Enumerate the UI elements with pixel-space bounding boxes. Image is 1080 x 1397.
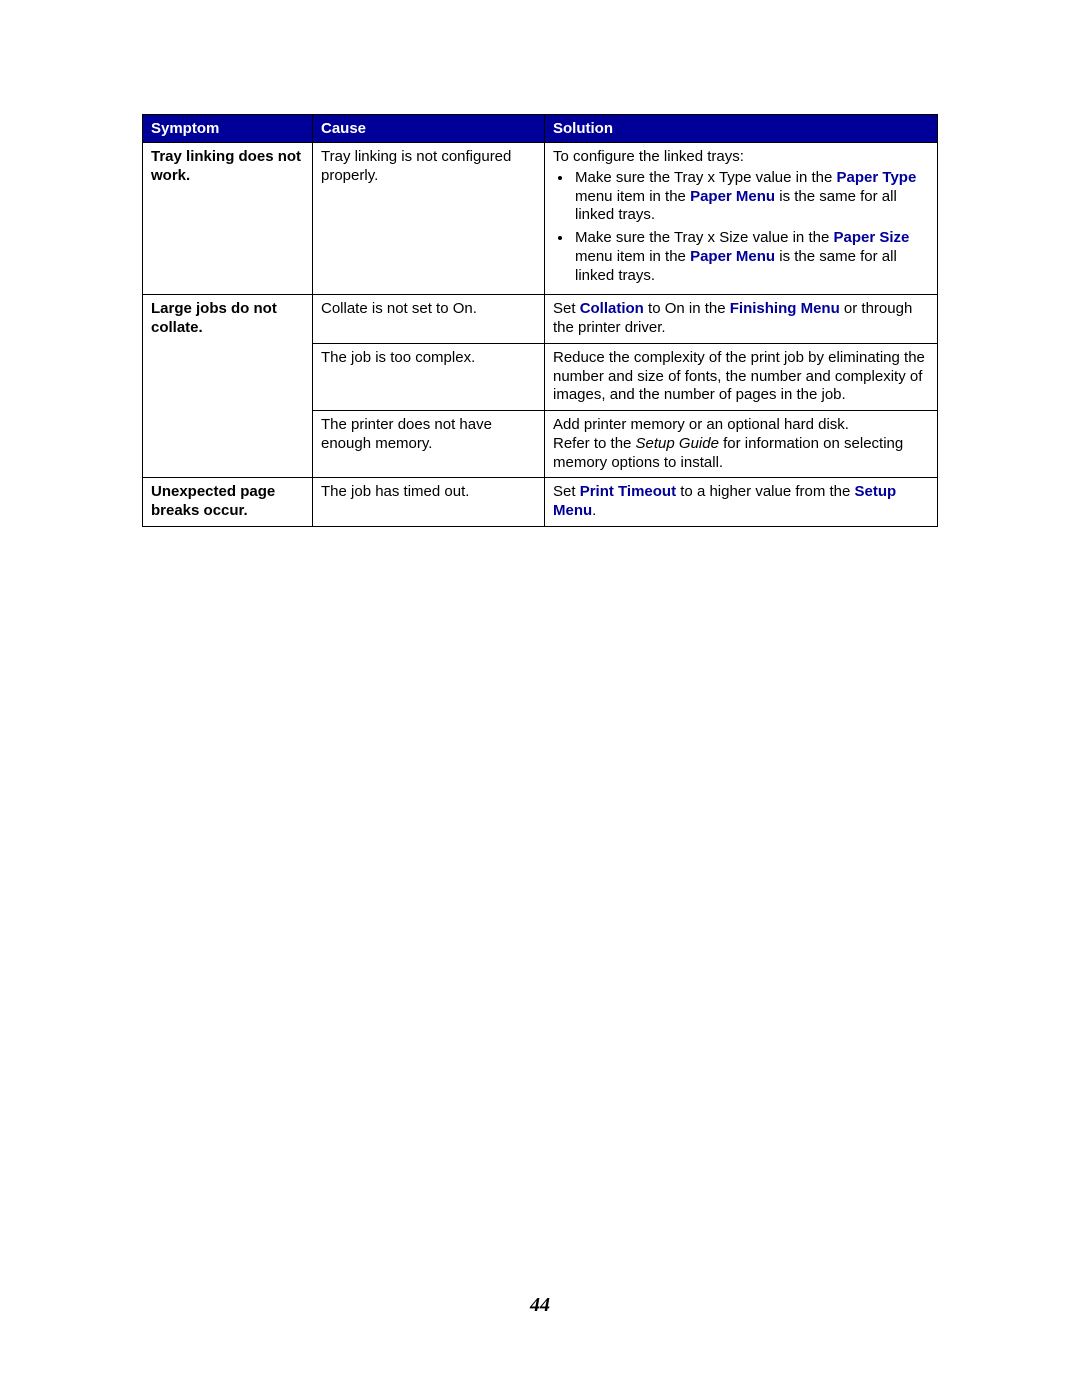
table-row: Tray linking does not work. Tray linking… (143, 143, 938, 295)
setup-guide-ref: Setup Guide (636, 435, 719, 452)
paper-menu-link[interactable]: Paper Menu (690, 248, 775, 265)
cause-cell: The job has timed out. (313, 478, 545, 527)
solution-list: Make sure the Tray x Type value in the P… (553, 169, 929, 286)
cause-cell: Collate is not set to On. (313, 295, 545, 344)
finishing-menu-link[interactable]: Finishing Menu (730, 300, 840, 317)
text: to a higher value from the (676, 483, 854, 500)
list-item: Make sure the Tray x Type value in the P… (573, 169, 929, 225)
text: . (592, 502, 596, 519)
text: Refer to the (553, 435, 636, 452)
text: Add printer memory or an optional hard d… (553, 416, 929, 435)
table-row: Large jobs do not collate. Collate is no… (143, 295, 938, 344)
symptom-cell: Tray linking does not work. (143, 143, 313, 295)
header-solution: Solution (545, 115, 938, 143)
list-item: Make sure the Tray x Size value in the P… (573, 229, 929, 285)
cause-cell: The job is too complex. (313, 343, 545, 410)
solution-cell: Set Collation to On in the Finishing Men… (545, 295, 938, 344)
text: Set (553, 483, 580, 500)
symptom-cell: Unexpected page breaks occur. (143, 478, 313, 527)
paper-type-link[interactable]: Paper Type (837, 169, 917, 186)
cause-cell: The printer does not have enough memory. (313, 411, 545, 478)
text: Refer to the Setup Guide for information… (553, 435, 929, 473)
paper-size-link[interactable]: Paper Size (833, 229, 909, 246)
troubleshooting-table: Symptom Cause Solution Tray linking does… (142, 114, 938, 527)
table-row: Unexpected page breaks occur. The job ha… (143, 478, 938, 527)
text: Set (553, 300, 580, 317)
text: menu item in the (575, 248, 690, 265)
paper-menu-link[interactable]: Paper Menu (690, 188, 775, 205)
solution-cell: Add printer memory or an optional hard d… (545, 411, 938, 478)
text: to On in the (644, 300, 730, 317)
page-number: 44 (0, 1294, 1080, 1317)
text: Make sure the Tray x Type value in the (575, 169, 837, 186)
solution-cell: Reduce the complexity of the print job b… (545, 343, 938, 410)
text: Make sure the Tray x Size value in the (575, 229, 833, 246)
header-symptom: Symptom (143, 115, 313, 143)
table-header-row: Symptom Cause Solution (143, 115, 938, 143)
collation-link[interactable]: Collation (580, 300, 644, 317)
solution-cell: To configure the linked trays: Make sure… (545, 143, 938, 295)
cause-cell: Tray linking is not configured properly. (313, 143, 545, 295)
solution-cell: Set Print Timeout to a higher value from… (545, 478, 938, 527)
symptom-cell: Large jobs do not collate. (143, 295, 313, 478)
solution-intro: To configure the linked trays: (553, 148, 744, 165)
document-page: Symptom Cause Solution Tray linking does… (0, 0, 1080, 1397)
header-cause: Cause (313, 115, 545, 143)
text: menu item in the (575, 188, 690, 205)
print-timeout-link[interactable]: Print Timeout (580, 483, 676, 500)
